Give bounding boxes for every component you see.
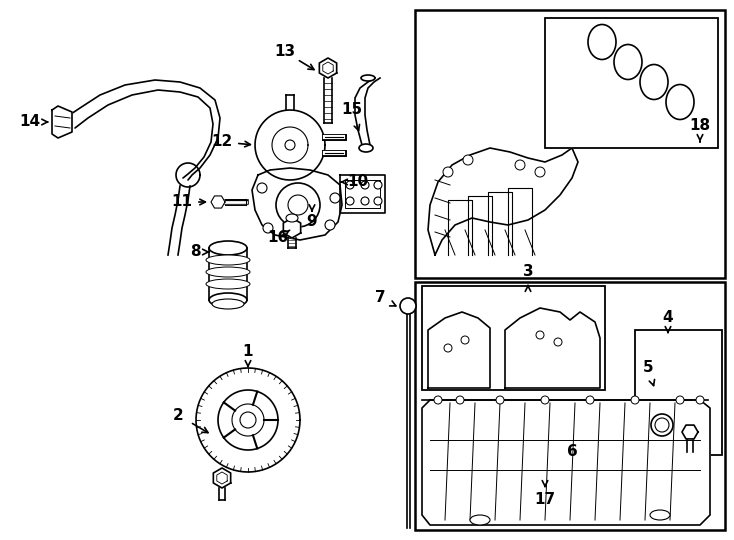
Ellipse shape xyxy=(209,241,247,255)
Ellipse shape xyxy=(588,24,616,59)
Polygon shape xyxy=(428,148,578,255)
Text: 17: 17 xyxy=(534,492,556,508)
Ellipse shape xyxy=(614,44,642,79)
Circle shape xyxy=(696,396,704,404)
Ellipse shape xyxy=(666,84,694,119)
Text: 13: 13 xyxy=(275,44,296,59)
Circle shape xyxy=(325,220,335,230)
Text: 4: 4 xyxy=(663,310,673,326)
Circle shape xyxy=(434,396,442,404)
Text: 14: 14 xyxy=(19,114,40,130)
Circle shape xyxy=(361,197,369,205)
Text: 18: 18 xyxy=(689,118,711,132)
Text: 6: 6 xyxy=(567,444,578,460)
Circle shape xyxy=(330,193,340,203)
Text: 12: 12 xyxy=(211,134,233,150)
Circle shape xyxy=(374,197,382,205)
Ellipse shape xyxy=(650,510,670,520)
Polygon shape xyxy=(232,404,264,436)
Text: 7: 7 xyxy=(374,291,385,306)
Polygon shape xyxy=(252,168,342,240)
Polygon shape xyxy=(422,400,710,525)
Circle shape xyxy=(400,298,416,314)
Text: 8: 8 xyxy=(189,245,200,260)
Circle shape xyxy=(496,396,504,404)
Text: 11: 11 xyxy=(172,194,192,210)
Circle shape xyxy=(536,331,544,339)
Text: 16: 16 xyxy=(267,231,288,246)
Circle shape xyxy=(631,396,639,404)
Polygon shape xyxy=(319,58,337,78)
Bar xyxy=(635,330,722,455)
Ellipse shape xyxy=(206,279,250,289)
Circle shape xyxy=(263,223,273,233)
Polygon shape xyxy=(340,175,385,213)
Polygon shape xyxy=(214,468,230,488)
Polygon shape xyxy=(682,425,698,439)
Circle shape xyxy=(535,167,545,177)
Circle shape xyxy=(541,396,549,404)
Polygon shape xyxy=(196,368,300,472)
Ellipse shape xyxy=(651,414,673,436)
Circle shape xyxy=(257,183,267,193)
Bar xyxy=(415,10,725,278)
Ellipse shape xyxy=(470,515,490,525)
Circle shape xyxy=(586,396,594,404)
Polygon shape xyxy=(428,312,490,388)
Ellipse shape xyxy=(640,64,668,99)
Ellipse shape xyxy=(209,293,247,307)
Text: 5: 5 xyxy=(643,361,653,375)
Polygon shape xyxy=(211,196,225,208)
Circle shape xyxy=(361,181,369,189)
Ellipse shape xyxy=(206,255,250,265)
Circle shape xyxy=(240,412,256,428)
Circle shape xyxy=(285,140,295,150)
Polygon shape xyxy=(505,308,600,388)
Polygon shape xyxy=(52,106,72,138)
Circle shape xyxy=(461,336,469,344)
Circle shape xyxy=(443,167,453,177)
Bar xyxy=(545,18,718,148)
Circle shape xyxy=(346,181,354,189)
Text: 2: 2 xyxy=(172,408,184,422)
Ellipse shape xyxy=(655,418,669,432)
Circle shape xyxy=(374,181,382,189)
Circle shape xyxy=(456,396,464,404)
Polygon shape xyxy=(218,390,278,450)
Text: 3: 3 xyxy=(523,265,534,280)
Ellipse shape xyxy=(206,267,250,277)
Text: 1: 1 xyxy=(243,345,253,360)
Polygon shape xyxy=(255,110,325,180)
Polygon shape xyxy=(283,218,301,238)
Bar xyxy=(345,180,380,208)
Ellipse shape xyxy=(361,75,375,81)
Text: 9: 9 xyxy=(307,214,317,230)
Circle shape xyxy=(554,338,562,346)
Text: 10: 10 xyxy=(347,174,368,190)
Circle shape xyxy=(515,160,525,170)
Circle shape xyxy=(676,396,684,404)
Text: 15: 15 xyxy=(341,103,363,118)
Ellipse shape xyxy=(359,144,373,152)
Circle shape xyxy=(463,155,473,165)
Bar xyxy=(415,282,725,530)
Circle shape xyxy=(288,195,308,215)
Circle shape xyxy=(346,197,354,205)
Bar xyxy=(422,286,605,390)
Circle shape xyxy=(276,183,320,227)
Ellipse shape xyxy=(212,299,244,309)
Ellipse shape xyxy=(286,214,298,222)
Circle shape xyxy=(444,344,452,352)
